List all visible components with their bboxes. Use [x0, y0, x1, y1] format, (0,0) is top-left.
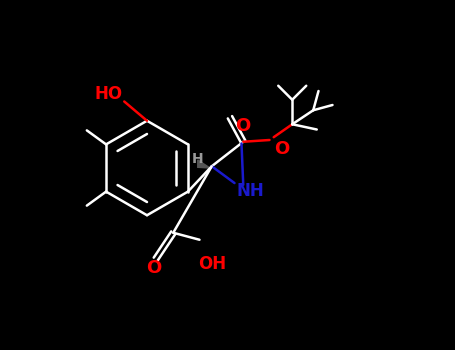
Text: O: O	[236, 117, 251, 135]
Text: OH: OH	[197, 255, 226, 273]
Polygon shape	[198, 160, 210, 168]
Text: NH: NH	[237, 182, 264, 200]
Text: O: O	[274, 140, 289, 158]
Text: HO: HO	[95, 85, 122, 104]
Text: O: O	[147, 259, 162, 277]
Text: H: H	[192, 152, 203, 166]
